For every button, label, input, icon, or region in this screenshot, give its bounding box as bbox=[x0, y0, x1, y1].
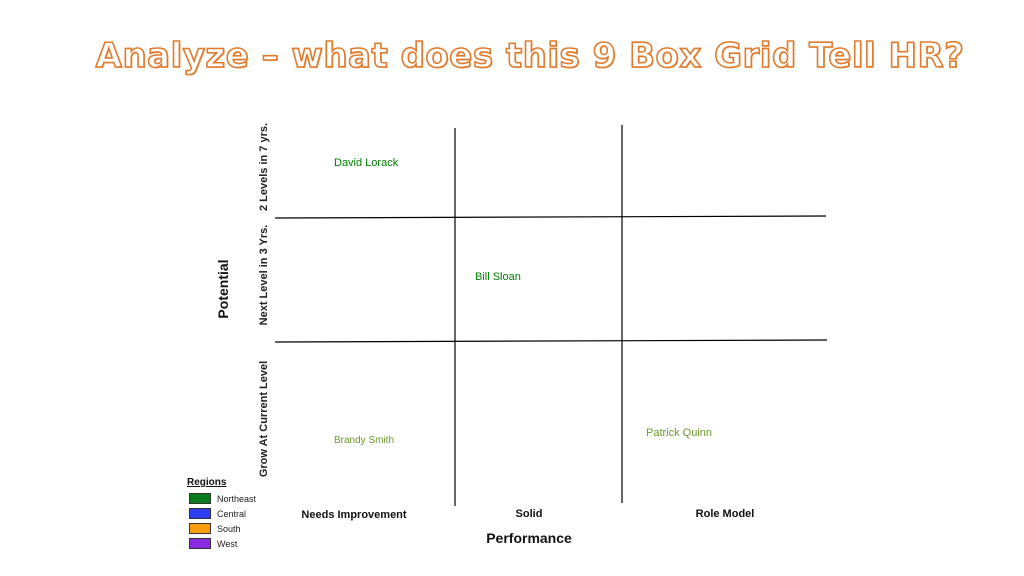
legend-item-central: Central bbox=[187, 506, 256, 521]
legend-swatch-northeast bbox=[189, 493, 211, 504]
employee-patrick-quinn: Patrick Quinn bbox=[646, 427, 713, 439]
legend-label: West bbox=[217, 538, 238, 549]
row-label-grow-current: Grow At Current Level bbox=[258, 360, 270, 478]
employee-bill-sloan: Bill Sloan bbox=[475, 271, 521, 283]
employee-brandy-smith: Brandy Smith bbox=[334, 435, 395, 446]
legend-label: South bbox=[217, 523, 241, 534]
row-label-2-levels: 2 Levels in 7 yrs. bbox=[258, 122, 270, 212]
grid-line-horizontal-1 bbox=[274, 215, 827, 219]
column-label-solid: Solid bbox=[515, 508, 543, 520]
axis-title-potential: Potential bbox=[215, 259, 231, 319]
regions-legend: Regions Northeast Central South West bbox=[187, 477, 256, 551]
axis-title-performance: Performance bbox=[486, 530, 572, 546]
row-label-next-level: Next Level in 3 Yrs. bbox=[258, 224, 270, 326]
legend-item-west: West bbox=[187, 536, 256, 551]
legend-item-northeast: Northeast bbox=[187, 491, 256, 506]
legend-swatch-west bbox=[189, 538, 211, 549]
grid-line-horizontal-2 bbox=[274, 339, 828, 343]
employee-david-lorack: David Lorack bbox=[334, 157, 399, 169]
legend-swatch-south bbox=[189, 523, 211, 534]
legend-label: Northeast bbox=[217, 493, 257, 504]
legend-label: Central bbox=[217, 508, 247, 519]
slide-title: Analyze – what does this 9 Box Grid Tell… bbox=[95, 35, 965, 77]
legend-item-south: South bbox=[187, 521, 256, 536]
legend-title: Regions bbox=[187, 477, 227, 488]
column-label-needs-improvement: Needs Improvement bbox=[301, 509, 407, 521]
column-label-role-model: Role Model bbox=[695, 508, 755, 520]
legend-swatch-central bbox=[189, 508, 211, 519]
